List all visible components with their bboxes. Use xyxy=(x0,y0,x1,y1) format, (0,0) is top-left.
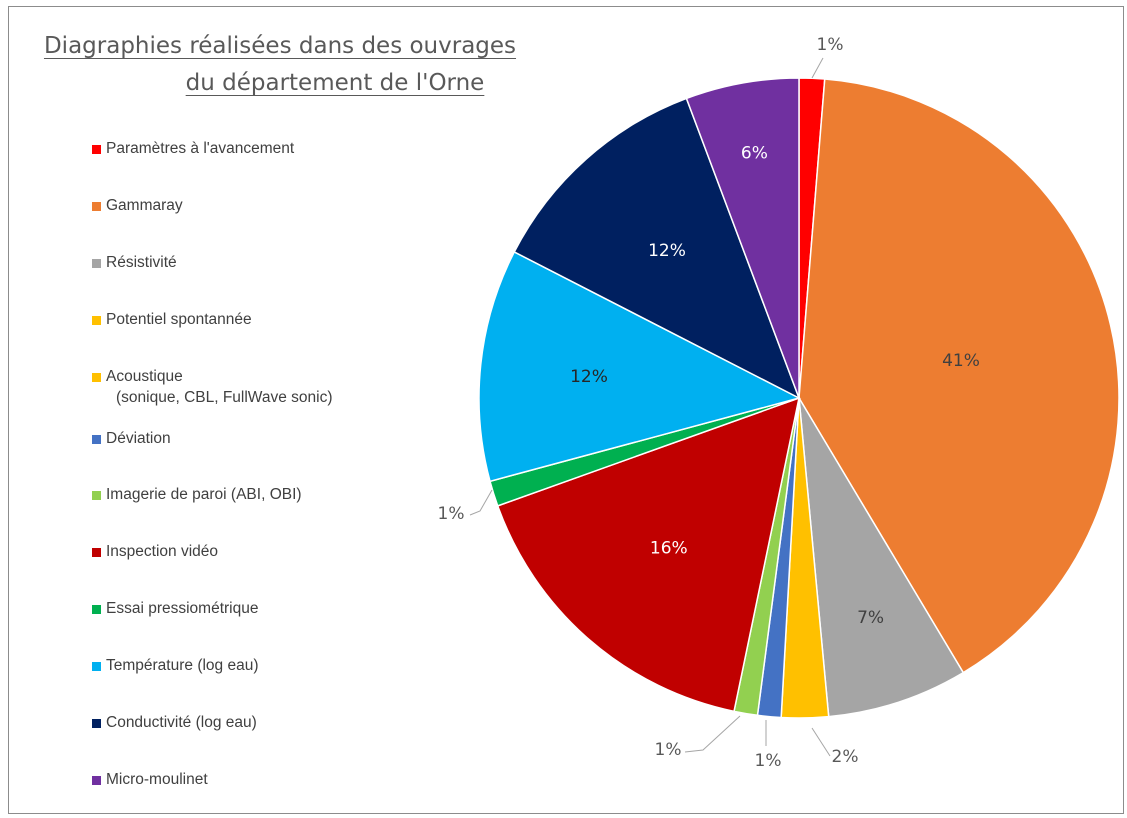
legend-label: Inspection vidéo xyxy=(106,543,219,560)
pie-slice-conductivite-log-eau xyxy=(513,97,801,400)
legend-item-potentiel-spontannee: Potentiel spontannée xyxy=(92,309,252,330)
legend-label: Température (log eau) xyxy=(106,657,259,674)
data-label-essai-pressiometrique: 1% xyxy=(438,504,465,524)
chart-title-line-2: du département de l'Orne xyxy=(185,70,485,96)
data-label-parametres-a-l-avancement: 1% xyxy=(817,35,844,55)
pie-slice-gammaray xyxy=(798,78,1120,674)
legend-label: Imagerie de paroi (ABI, OBI) xyxy=(106,486,302,503)
data-label-conductivite-log-eau: 12% xyxy=(648,241,686,261)
legend-swatch xyxy=(92,373,101,382)
legend-label: Micro-moulinet xyxy=(106,771,208,788)
legend-swatch xyxy=(92,719,101,728)
leader-line xyxy=(811,727,831,757)
chart-title-line-1: Diagraphies réalisées dans des ouvrages xyxy=(43,33,517,59)
legend-swatch xyxy=(92,662,101,671)
legend-label: Résistivité xyxy=(106,254,177,271)
legend-swatch xyxy=(92,491,101,500)
legend-item-essai-pressiometrique: Essai pressiométrique xyxy=(92,598,258,619)
legend-item-acoustique: Acoustique (sonique, CBL, FullWave sonic) xyxy=(92,366,333,408)
legend-label: Acoustique xyxy=(106,368,183,385)
data-label-deviation: 1% xyxy=(755,751,782,771)
legend-item-inspection-video: Inspection vidéo xyxy=(92,541,218,562)
legend-swatch xyxy=(92,435,101,444)
legend-swatch xyxy=(92,202,101,211)
legend-label: Déviation xyxy=(106,430,171,447)
legend-swatch xyxy=(92,316,101,325)
data-label-gammaray: 41% xyxy=(942,351,980,371)
legend-label: Conductivité (log eau) xyxy=(106,714,257,731)
legend-item-temperature-log-eau: Température (log eau) xyxy=(92,655,259,676)
legend-item-parametres-a-l-avancement: Paramètres à l'avancement xyxy=(92,138,294,159)
pie-slice-inspection-video xyxy=(496,396,801,713)
legend-swatch xyxy=(92,605,101,614)
legend-item-deviation: Déviation xyxy=(92,428,171,449)
legend-swatch xyxy=(92,548,101,557)
pie-slice-temperature-log-eau xyxy=(478,250,802,483)
legend-label: Gammaray xyxy=(106,197,183,214)
chart-title: Diagraphies réalisées dans des ouvrages … xyxy=(0,28,560,102)
pie-slice-resistivite xyxy=(798,397,965,718)
legend-swatch xyxy=(92,259,101,268)
legend-swatch xyxy=(92,776,101,785)
leader-line xyxy=(469,489,493,516)
leader-line xyxy=(684,715,741,753)
data-label-imagerie-de-paroi-abi-obi: 1% xyxy=(655,740,682,760)
legend-label: Paramètres à l'avancement xyxy=(106,140,295,157)
legend-item-conductivite-log-eau: Conductivité (log eau) xyxy=(92,712,257,733)
legend-item-imagerie-de-paroi-abi-obi: Imagerie de paroi (ABI, OBI) xyxy=(92,484,302,505)
data-label-micro-moulinet: 6% xyxy=(741,143,768,163)
legend-item-gammaray: Gammaray xyxy=(92,195,183,216)
data-label-resistivite: 7% xyxy=(857,608,884,628)
data-label-temperature-log-eau: 12% xyxy=(570,367,608,387)
legend-swatch xyxy=(92,145,101,154)
legend-label: Essai pressiométrique xyxy=(106,600,259,617)
data-label-inspection-video: 16% xyxy=(650,539,688,559)
legend-item-resistivite: Résistivité xyxy=(92,252,177,273)
data-label-potentiel-spontannee: 2% xyxy=(832,747,859,767)
legend-item-micro-moulinet: Micro-moulinet xyxy=(92,769,208,790)
legend-label-detail: (sonique, CBL, FullWave sonic) xyxy=(116,389,333,406)
pie-slice-micro-moulinet xyxy=(685,77,800,399)
leader-line xyxy=(811,57,824,79)
legend-label: Potentiel spontannée xyxy=(106,311,252,328)
